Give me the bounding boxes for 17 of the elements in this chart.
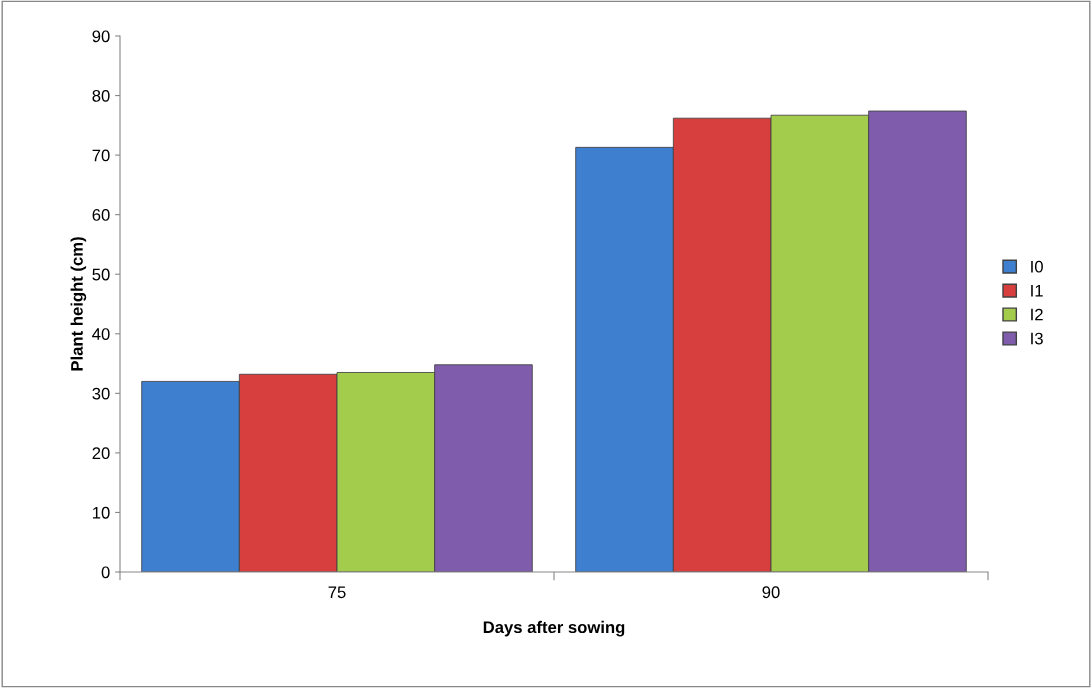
y-tick-label: 70 xyxy=(92,149,110,162)
legend-label: I3 xyxy=(1031,332,1043,345)
legend-label: I0 xyxy=(1031,260,1043,273)
y-tick-label: 20 xyxy=(92,447,110,460)
y-axis-title: Plant height (cm) xyxy=(70,237,87,371)
x-axis-title: Days after sowing xyxy=(483,620,625,637)
y-tick-label: 0 xyxy=(101,566,110,579)
y-tick-label: 90 xyxy=(92,30,110,43)
y-tick-label: 40 xyxy=(92,328,110,340)
y-tick-label: 50 xyxy=(92,268,110,281)
y-tick-label: 30 xyxy=(92,387,110,400)
x-tick-label: 75 xyxy=(328,586,346,599)
y-tick-label: 60 xyxy=(92,209,110,221)
legend-label: I1 xyxy=(1031,284,1043,297)
y-tick-label: 80 xyxy=(92,89,110,102)
y-tick-label: 10 xyxy=(93,506,110,519)
legend-label: I2 xyxy=(1031,308,1043,321)
